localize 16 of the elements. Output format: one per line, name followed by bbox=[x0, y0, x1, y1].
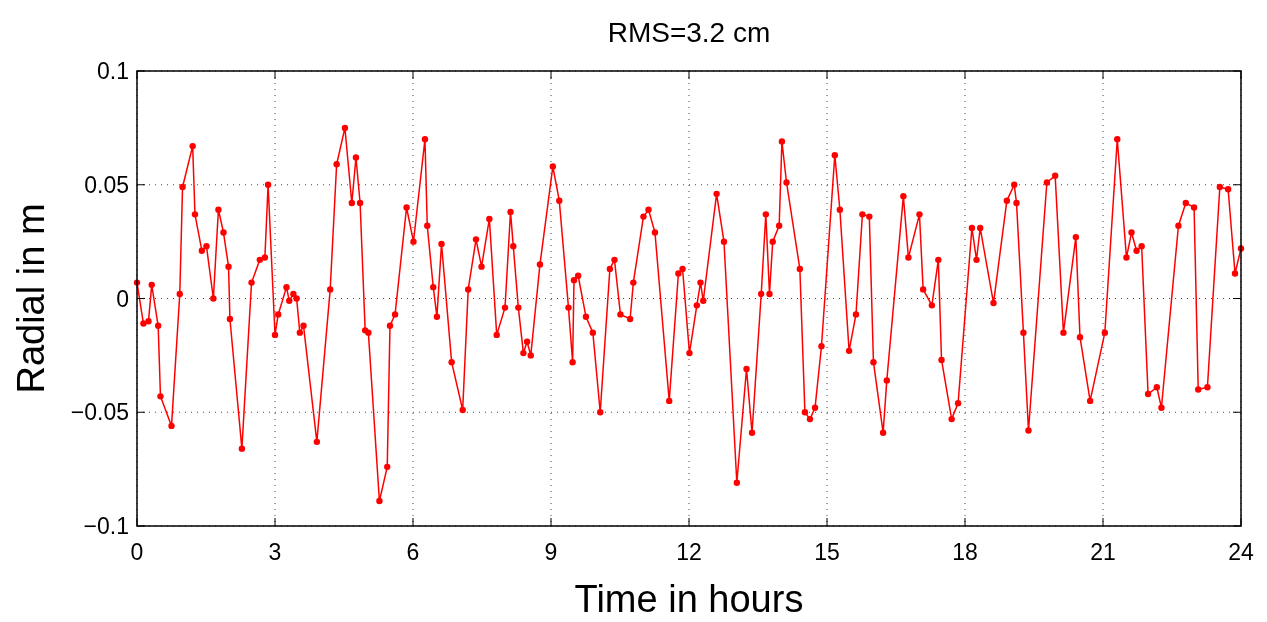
x-tick-label: 6 bbox=[406, 539, 420, 565]
chart-title: RMS=3.2 cm bbox=[607, 17, 771, 48]
y-axis-title: Radial in m bbox=[10, 203, 52, 394]
y-tick-label: 0 bbox=[116, 285, 129, 312]
y-tick-label: 0.1 bbox=[97, 58, 129, 85]
x-tick-label: 3 bbox=[268, 539, 282, 565]
x-tick-label: 21 bbox=[1090, 539, 1116, 565]
x-tick-label: 24 bbox=[1228, 539, 1254, 565]
x-tick-label: 12 bbox=[676, 539, 702, 565]
x-tick-label: 18 bbox=[952, 539, 978, 565]
y-tick-label: −0.05 bbox=[70, 399, 129, 426]
y-tick-label: −0.1 bbox=[83, 513, 129, 540]
x-axis-title: Time in hours bbox=[574, 578, 804, 620]
y-tick-label: 0.05 bbox=[84, 171, 129, 198]
x-tick-label: 9 bbox=[544, 539, 558, 565]
x-tick-label: 15 bbox=[814, 539, 840, 565]
